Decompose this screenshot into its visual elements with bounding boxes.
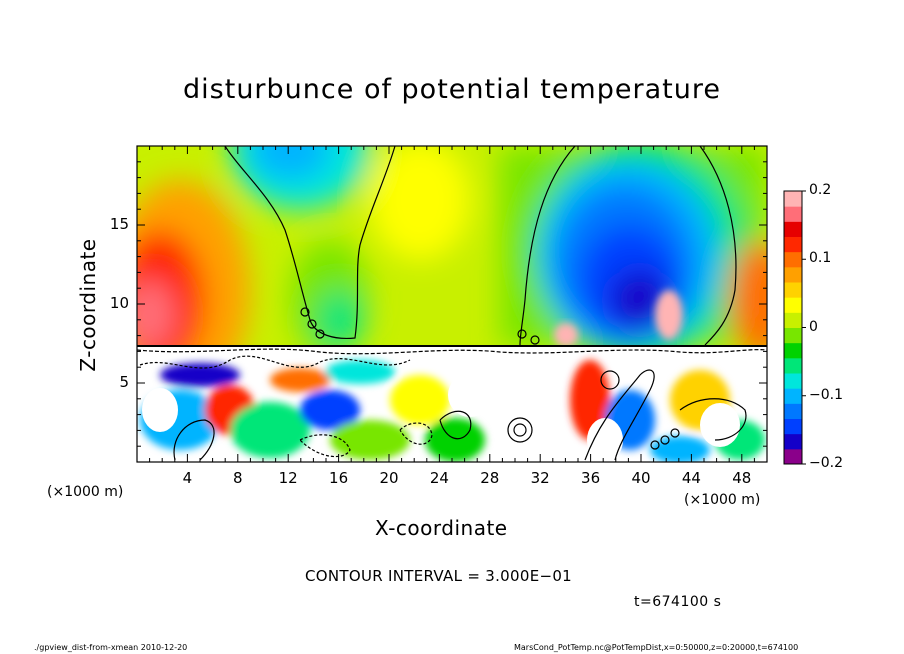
colorbar-swatch	[784, 373, 802, 389]
x-tick-label: 4	[182, 469, 193, 487]
colorbar-swatch	[784, 418, 802, 435]
potential-temperature-field	[137, 146, 767, 462]
colorbar-swatch	[784, 206, 802, 222]
x-tick-label: 24	[429, 469, 449, 487]
x-axis-multiplier: (×1000 m)	[684, 492, 761, 508]
colorbar-swatch	[784, 297, 802, 313]
y-tick-label: 15	[109, 215, 129, 233]
chart-title: disturbunce of potential temperature	[183, 74, 721, 105]
colorbar-swatch	[784, 448, 802, 465]
x-tick-label: 16	[329, 469, 349, 487]
colorbar-tick-label: −0.2	[809, 455, 843, 471]
colorbar-tick-label: 0.1	[809, 250, 832, 267]
y-axis-multiplier: (×1000 m)	[47, 484, 124, 500]
x-tick-label: 36	[581, 469, 601, 487]
colorbar-frame	[783, 190, 803, 465]
colorbar-swatch	[784, 221, 802, 237]
footer-data-source: MarsCond_PotTemp.nc@PotTempDist,x=0:5000…	[514, 643, 799, 652]
colorbar-swatch	[784, 403, 802, 419]
x-tick-label: 20	[379, 469, 399, 487]
contour-interval-note: CONTOUR INTERVAL = 3.000E−01	[305, 567, 573, 585]
colorbar-tick-label: 0.2	[809, 182, 832, 198]
colorbar-swatch	[784, 388, 802, 404]
colorbar-swatch	[784, 342, 802, 359]
colorbar-swatch	[784, 251, 802, 268]
colorbar-tick-label: −0.1	[809, 386, 843, 403]
colorbar	[784, 190, 806, 465]
x-tick-label: 40	[631, 469, 651, 487]
x-tick-label: 28	[480, 469, 500, 487]
x-axis	[149, 146, 755, 462]
time-stamp: t=674100 s	[634, 594, 722, 610]
x-tick-label: 32	[530, 469, 550, 487]
x-tick-label: 8	[233, 469, 243, 487]
colorbar-swatch	[784, 433, 802, 450]
footer-script-name: ./gpview_dist-from-xmean 2010-12-20	[34, 643, 188, 652]
colorbar-swatch	[784, 312, 802, 328]
colorbar-swatch	[784, 266, 802, 283]
x-axis-label: X-coordinate	[375, 516, 508, 540]
x-tick-label: 44	[681, 469, 701, 487]
colorbar-swatch	[784, 357, 802, 374]
colorbar-swatch	[784, 327, 802, 344]
y-tick-label: 5	[119, 373, 129, 391]
colorbar-swatch	[784, 282, 802, 298]
colorbar-swatch	[784, 191, 802, 207]
x-tick-label: 48	[732, 469, 752, 487]
y-tick-label: 10	[109, 294, 129, 312]
y-axis	[137, 161, 767, 447]
colorbar-swatch	[784, 236, 802, 253]
x-tick-label: 12	[278, 469, 298, 487]
colorbar-tick-label: 0	[809, 318, 818, 335]
